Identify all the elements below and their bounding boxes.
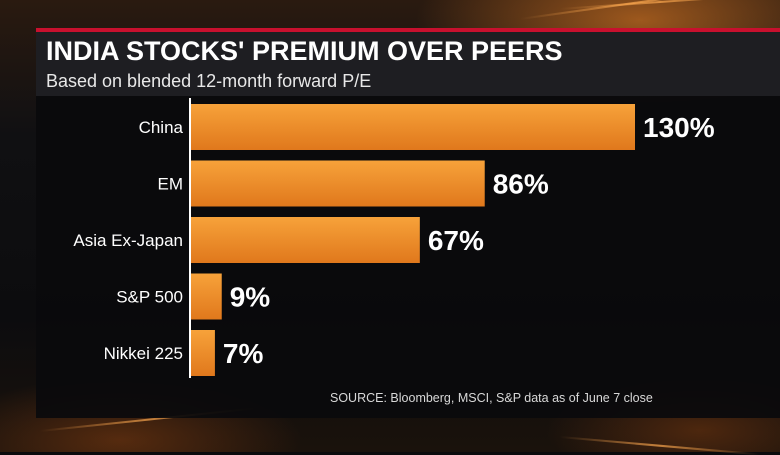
category-label: Asia Ex-Japan	[73, 231, 183, 250]
bar-nikkei-225	[191, 330, 215, 376]
bar-s-p-500	[191, 273, 222, 320]
accent-line	[36, 28, 780, 32]
source-note: SOURCE: Bloomberg, MSCI, S&P data as of …	[330, 391, 653, 405]
value-label: 67%	[428, 225, 484, 256]
chart-title: INDIA STOCKS' PREMIUM OVER PEERS	[46, 36, 563, 66]
bar-asia-ex-japan	[191, 217, 420, 263]
value-label: 130%	[643, 112, 715, 143]
chart-subtitle: Based on blended 12-month forward P/E	[46, 71, 372, 91]
value-label: 9%	[230, 282, 271, 313]
bar-china	[191, 104, 635, 150]
bar-em	[191, 160, 485, 207]
category-label: Nikkei 225	[104, 344, 183, 363]
value-label: 7%	[223, 338, 264, 369]
category-label: China	[139, 118, 184, 137]
category-label: S&P 500	[116, 288, 183, 307]
title-block: INDIA STOCKS' PREMIUM OVER PEERS Based o…	[36, 28, 780, 96]
value-label: 86%	[493, 169, 549, 200]
category-label: EM	[158, 175, 184, 194]
